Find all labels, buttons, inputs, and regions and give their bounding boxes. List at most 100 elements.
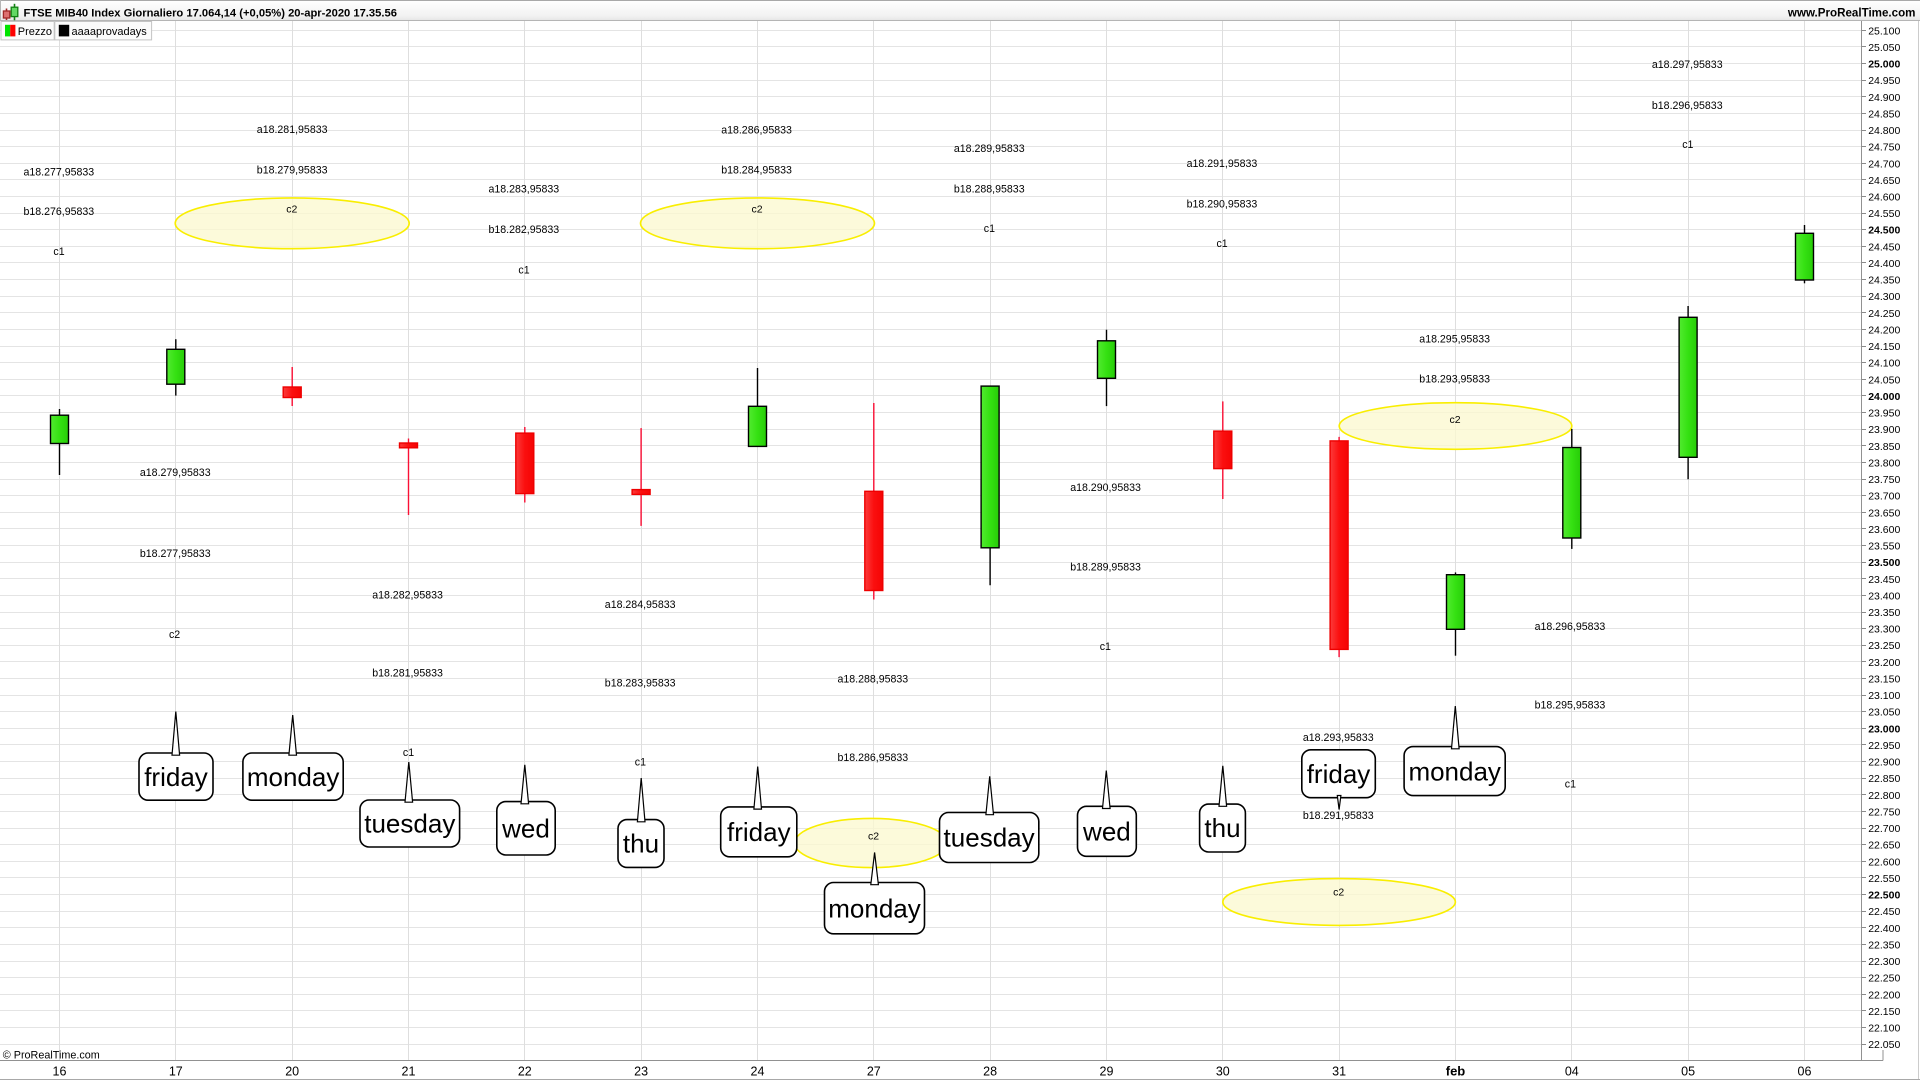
svg-text:22.250: 22.250 — [1868, 973, 1900, 985]
svg-text:c2: c2 — [752, 204, 763, 216]
svg-text:monday: monday — [828, 893, 921, 923]
svg-text:a18.281,95833: a18.281,95833 — [257, 124, 328, 136]
svg-text:thu: thu — [623, 829, 659, 859]
svg-text:c2: c2 — [868, 830, 879, 842]
svg-text:23.250: 23.250 — [1868, 640, 1900, 652]
svg-text:23.900: 23.900 — [1868, 424, 1900, 436]
svg-text:24.800: 24.800 — [1868, 125, 1900, 137]
svg-text:22.150: 22.150 — [1868, 1006, 1900, 1018]
svg-text:24.750: 24.750 — [1868, 142, 1900, 154]
svg-text:tuesday: tuesday — [944, 823, 1035, 853]
svg-text:24.600: 24.600 — [1868, 192, 1900, 204]
svg-text:a18.297,95833: a18.297,95833 — [1652, 59, 1723, 71]
svg-text:22: 22 — [518, 1065, 532, 1079]
svg-text:c1: c1 — [635, 757, 646, 769]
svg-text:22.300: 22.300 — [1868, 956, 1900, 968]
svg-text:wed: wed — [1082, 817, 1131, 847]
svg-text:c1: c1 — [53, 246, 64, 258]
svg-text:b18.281,95833: b18.281,95833 — [372, 667, 443, 679]
svg-text:c1: c1 — [1217, 238, 1228, 250]
svg-text:c2: c2 — [1333, 887, 1344, 899]
svg-text:23.200: 23.200 — [1868, 657, 1900, 669]
svg-text:c2: c2 — [1450, 414, 1461, 426]
svg-text:23.650: 23.650 — [1868, 507, 1900, 519]
svg-text:b18.276,95833: b18.276,95833 — [24, 206, 95, 218]
svg-text:b18.283,95833: b18.283,95833 — [605, 677, 676, 689]
svg-text:23.550: 23.550 — [1868, 541, 1900, 553]
svg-text:23.300: 23.300 — [1868, 624, 1900, 636]
svg-text:a18.284,95833: a18.284,95833 — [605, 599, 676, 611]
svg-text:thu: thu — [1204, 813, 1240, 843]
svg-text:29: 29 — [1100, 1065, 1114, 1079]
svg-text:Prezzo: Prezzo — [18, 26, 52, 38]
svg-text:aaaaprovadays: aaaaprovadays — [72, 26, 148, 38]
svg-text:b18.295,95833: b18.295,95833 — [1535, 699, 1606, 711]
svg-text:23.150: 23.150 — [1868, 674, 1900, 686]
svg-text:friday: friday — [727, 817, 791, 847]
svg-text:24.100: 24.100 — [1868, 358, 1900, 370]
svg-text:wed: wed — [501, 814, 550, 844]
svg-text:28: 28 — [983, 1065, 997, 1079]
svg-text:a18.279,95833: a18.279,95833 — [140, 467, 211, 479]
svg-text:27: 27 — [867, 1065, 881, 1079]
svg-text:c1: c1 — [1565, 779, 1576, 791]
svg-text:23.000: 23.000 — [1868, 723, 1900, 735]
svg-text:b18.288,95833: b18.288,95833 — [954, 183, 1025, 195]
svg-text:21: 21 — [402, 1065, 416, 1079]
svg-text:24.400: 24.400 — [1868, 258, 1900, 270]
svg-text:22.450: 22.450 — [1868, 906, 1900, 918]
svg-text:24.550: 24.550 — [1868, 208, 1900, 220]
svg-text:22.650: 22.650 — [1868, 840, 1900, 852]
svg-text:22.200: 22.200 — [1868, 989, 1900, 1001]
svg-text:monday: monday — [1408, 756, 1501, 786]
svg-text:b18.289,95833: b18.289,95833 — [1070, 561, 1141, 573]
svg-text:22.800: 22.800 — [1868, 790, 1900, 802]
svg-text:© ProRealTime.com: © ProRealTime.com — [3, 1050, 100, 1062]
svg-text:22.100: 22.100 — [1868, 1023, 1900, 1035]
svg-text:c1: c1 — [403, 747, 414, 759]
svg-text:b18.290,95833: b18.290,95833 — [1187, 198, 1258, 210]
svg-text:22.750: 22.750 — [1868, 806, 1900, 818]
svg-text:a18.282,95833: a18.282,95833 — [372, 590, 443, 602]
svg-text:24.200: 24.200 — [1868, 325, 1900, 337]
svg-text:b18.277,95833: b18.277,95833 — [140, 548, 211, 560]
svg-text:23.750: 23.750 — [1868, 474, 1900, 486]
svg-text:23.100: 23.100 — [1868, 690, 1900, 702]
svg-text:22.400: 22.400 — [1868, 923, 1900, 935]
svg-text:30: 30 — [1216, 1065, 1230, 1079]
svg-text:24.250: 24.250 — [1868, 308, 1900, 320]
svg-text:monday: monday — [247, 762, 340, 792]
svg-text:25.050: 25.050 — [1868, 42, 1900, 54]
svg-text:22.600: 22.600 — [1868, 856, 1900, 868]
svg-text:b18.282,95833: b18.282,95833 — [489, 224, 560, 236]
svg-text:24.850: 24.850 — [1868, 108, 1900, 120]
svg-text:24: 24 — [751, 1065, 765, 1079]
svg-text:tuesday: tuesday — [364, 809, 455, 839]
svg-text:b18.286,95833: b18.286,95833 — [838, 752, 909, 764]
svg-text:24.700: 24.700 — [1868, 158, 1900, 170]
svg-text:b18.279,95833: b18.279,95833 — [257, 164, 328, 176]
svg-text:c1: c1 — [1100, 641, 1111, 653]
svg-text:16: 16 — [53, 1065, 67, 1079]
svg-text:23.350: 23.350 — [1868, 607, 1900, 619]
svg-text:a18.295,95833: a18.295,95833 — [1419, 334, 1490, 346]
svg-text:feb: feb — [1446, 1064, 1466, 1079]
svg-text:23.950: 23.950 — [1868, 408, 1900, 420]
svg-text:24.050: 24.050 — [1868, 374, 1900, 386]
svg-text:b18.296,95833: b18.296,95833 — [1652, 100, 1723, 112]
svg-text:23.400: 23.400 — [1868, 590, 1900, 602]
svg-text:c2: c2 — [286, 204, 297, 216]
svg-text:c1: c1 — [984, 223, 995, 235]
svg-text:22.850: 22.850 — [1868, 773, 1900, 785]
svg-text:17: 17 — [169, 1065, 183, 1079]
svg-text:a18.286,95833: a18.286,95833 — [721, 124, 792, 136]
svg-text:23.800: 23.800 — [1868, 457, 1900, 469]
svg-text:24.900: 24.900 — [1868, 92, 1900, 104]
svg-text:a18.277,95833: a18.277,95833 — [24, 167, 95, 179]
svg-text:31: 31 — [1332, 1065, 1346, 1079]
svg-text:23.500: 23.500 — [1868, 557, 1900, 569]
svg-text:22.550: 22.550 — [1868, 873, 1900, 885]
svg-text:a18.291,95833: a18.291,95833 — [1187, 158, 1258, 170]
svg-text:23.850: 23.850 — [1868, 441, 1900, 453]
svg-text:24.950: 24.950 — [1868, 75, 1900, 87]
